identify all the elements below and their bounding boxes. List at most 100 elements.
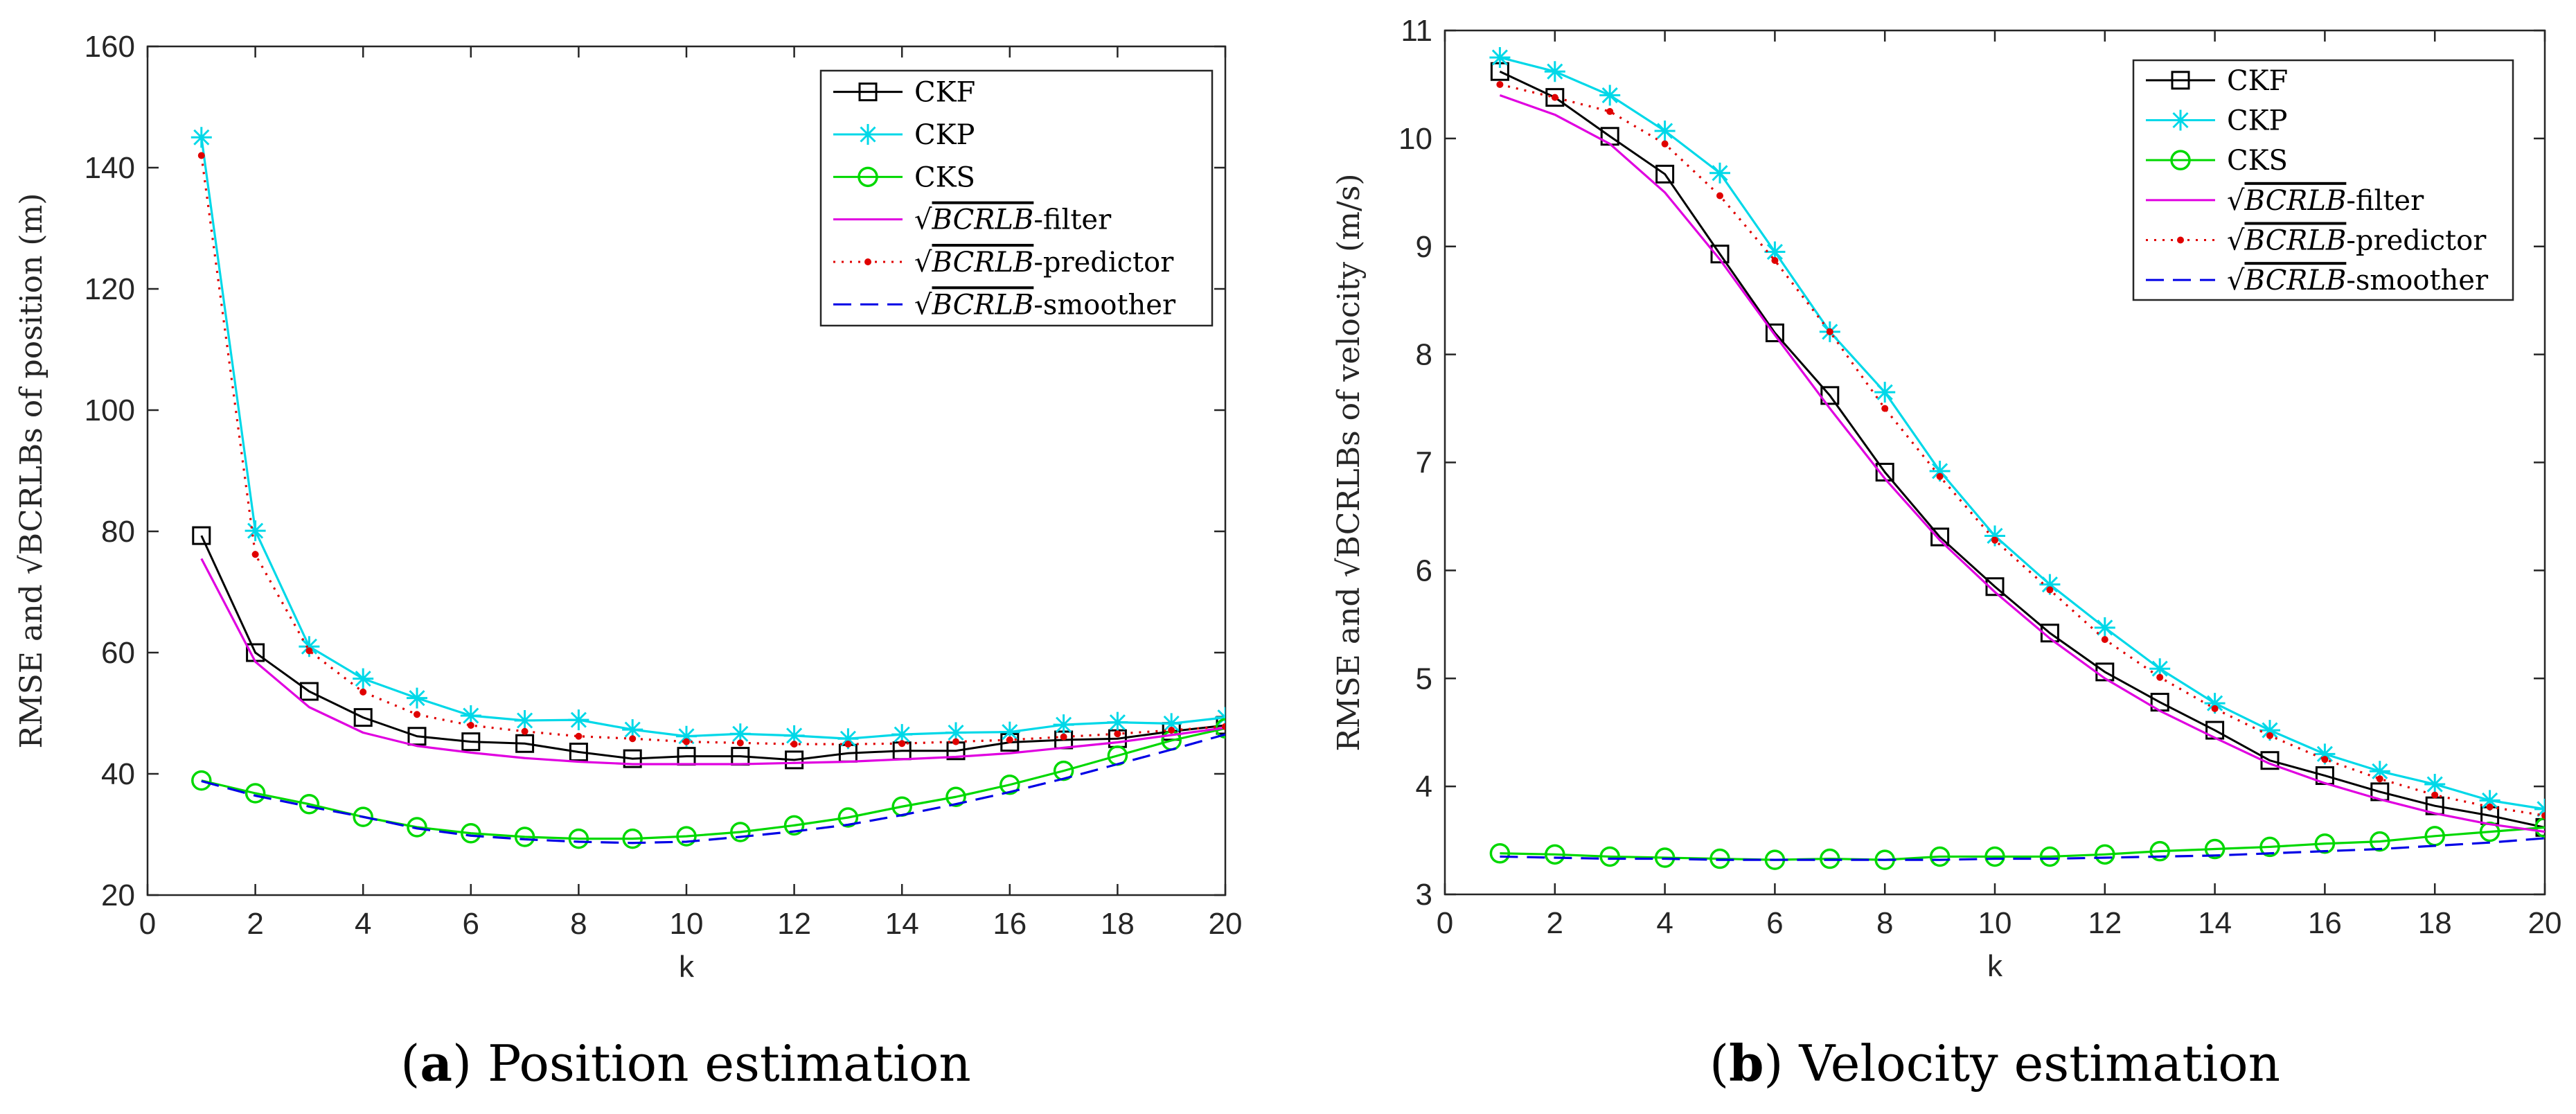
- marker-ckf: [407, 727, 427, 746]
- marker-cks: [1000, 775, 1020, 795]
- marker-cks: [2204, 838, 2226, 860]
- marker-cks: [461, 823, 481, 844]
- marker-bcrlb-predictor: [1060, 733, 1067, 741]
- marker-bcrlb-predictor: [898, 740, 906, 748]
- marker-ckp: [245, 520, 266, 542]
- marker-cks: [353, 806, 373, 827]
- y-tick-label: 120: [85, 272, 135, 306]
- legend-box: [2132, 59, 2514, 301]
- y-tick-label: 80: [101, 515, 135, 549]
- marker-ckp: [837, 728, 859, 750]
- marker-ckp: [1709, 162, 1730, 184]
- marker-cks: [2095, 844, 2115, 865]
- legend-label-bcrlb-smoother: √BCRLB-smoother: [914, 289, 1176, 321]
- marker-ckp: [1544, 61, 1565, 82]
- x-tick-label: 10: [670, 907, 704, 941]
- legend-label-bcrlb-predictor: √BCRLB-predictor: [2227, 225, 2487, 257]
- legend-label-ckf: CKF: [914, 77, 975, 109]
- marker-ckp: [729, 723, 751, 745]
- marker-ckp: [407, 687, 427, 709]
- marker-bcrlb-predictor: [1551, 94, 1558, 101]
- plot-area: [1489, 46, 2545, 870]
- y-tick-label: 9: [1416, 230, 1432, 264]
- y-axis-label: RMSE and √BCRLBs of position (m): [14, 193, 49, 749]
- marker-bcrlb-predictor: [952, 738, 959, 745]
- marker-cks: [2314, 833, 2336, 854]
- marker-bcrlb-predictor: [1881, 405, 1889, 412]
- y-tick-label: 11: [1401, 14, 1432, 48]
- marker-bcrlb-predictor: [1168, 727, 1175, 734]
- x-tick-label: 10: [1978, 906, 2012, 940]
- marker-ckp: [2039, 574, 2061, 595]
- x-tick-label: 12: [777, 907, 811, 941]
- legend-marker-ckf: [858, 82, 878, 102]
- marker-ckp: [2424, 774, 2446, 795]
- marker-bcrlb-predictor: [2101, 636, 2108, 644]
- marker-ckp: [999, 721, 1020, 743]
- panel-a-position: 0 2 4 6 8 10 12 14 16 18 20 20 40 60 80 100 120 140 160 k RM…: [14, 30, 1242, 1093]
- marker-ckp: [891, 724, 913, 745]
- y-tick-label: 40: [101, 757, 135, 791]
- marker-ckp: [622, 719, 643, 741]
- legend-marker-ckp: [858, 124, 878, 145]
- x-tick-label: 16: [993, 907, 1027, 941]
- y-tick-label: 7: [1416, 446, 1432, 480]
- marker-ckp: [568, 709, 589, 731]
- marker-bcrlb-predictor: [1936, 472, 1944, 480]
- marker-cks: [2039, 846, 2061, 867]
- marker-cks: [1654, 847, 1676, 868]
- series-line-bcrlb-filter: [200, 558, 1225, 766]
- legend: CKF CKP CKS √BCRLB-filter √BCRLB-predictor √B…: [819, 69, 1214, 327]
- series-line-ckp: [200, 137, 1225, 740]
- marker-bcrlb-predictor: [414, 711, 420, 718]
- marker-bcrlb-predictor: [2321, 756, 2329, 763]
- x-tick-label: 8: [570, 907, 587, 941]
- marker-ckp: [2204, 693, 2226, 714]
- legend-marker-cks: [2170, 150, 2191, 170]
- marker-cks: [514, 826, 535, 847]
- y-tick-label: 140: [85, 151, 135, 185]
- marker-cks: [1545, 844, 1565, 865]
- marker-bcrlb-predictor: [1661, 140, 1669, 148]
- legend-label-bcrlb-filter: √BCRLB-filter: [2227, 185, 2424, 217]
- marker-ckp: [2314, 743, 2336, 765]
- marker-cks: [676, 826, 697, 847]
- x-axis-label: k: [679, 950, 695, 984]
- marker-ckf: [1820, 386, 1840, 405]
- x-tick-label: 2: [247, 907, 263, 941]
- marker-bcrlb-predictor: [1991, 536, 1998, 544]
- y-tick-label: 6: [1416, 554, 1432, 587]
- legend-label-bcrlb-smoother: √BCRLB-smoother: [2227, 265, 2489, 297]
- legend-marker-cks: [858, 166, 878, 188]
- marker-ckp: [1599, 85, 1621, 106]
- marker-bcrlb-predictor: [2156, 673, 2164, 681]
- x-tick-label: 14: [885, 907, 919, 941]
- marker-bcrlb-predictor: [790, 741, 798, 748]
- marker-bcrlb-predictor: [1826, 328, 1833, 335]
- legend-marker-bcrlb-predictor: [2177, 236, 2184, 244]
- x-tick-label: 12: [2088, 906, 2122, 940]
- marker-bcrlb-predictor: [844, 741, 852, 748]
- y-tick-label: 5: [1416, 662, 1432, 696]
- x-tick-label: 6: [463, 907, 479, 941]
- y-tick-label: 10: [1398, 122, 1432, 156]
- marker-ckp: [1489, 46, 1511, 68]
- marker-ckp: [1053, 714, 1074, 736]
- marker-ckp: [2369, 761, 2390, 782]
- marker-ckp: [676, 725, 697, 747]
- marker-ckp: [353, 668, 374, 689]
- x-tick-label: 8: [1876, 906, 1893, 940]
- marker-bcrlb-predictor: [1222, 723, 1225, 730]
- marker-bcrlb-predictor: [305, 647, 313, 655]
- marker-bcrlb-predictor: [736, 739, 744, 747]
- marker-cks: [837, 807, 859, 828]
- marker-ckf: [569, 743, 588, 761]
- marker-bcrlb-predictor: [575, 732, 583, 740]
- y-tick-label: 100: [85, 394, 135, 427]
- marker-cks: [730, 822, 751, 842]
- marker-bcrlb-predictor: [2266, 732, 2273, 739]
- marker-ckp: [1654, 120, 1676, 141]
- marker-ckf: [299, 682, 319, 701]
- marker-cks: [622, 828, 643, 849]
- marker-ckp: [783, 725, 805, 746]
